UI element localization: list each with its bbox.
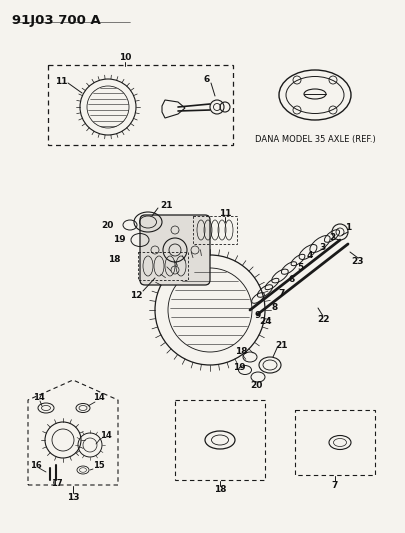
Text: 24: 24 bbox=[260, 318, 272, 327]
FancyBboxPatch shape bbox=[140, 215, 210, 285]
Text: 1: 1 bbox=[345, 223, 351, 232]
Text: 20: 20 bbox=[102, 222, 114, 230]
Text: 3: 3 bbox=[319, 244, 325, 253]
Text: 6: 6 bbox=[204, 76, 210, 85]
Bar bbox=[295, 410, 375, 475]
Text: 14: 14 bbox=[100, 431, 112, 440]
Text: 2: 2 bbox=[329, 233, 335, 243]
Text: 9: 9 bbox=[255, 311, 261, 319]
Text: 22: 22 bbox=[317, 316, 329, 325]
Text: 18: 18 bbox=[109, 255, 121, 264]
Text: 11: 11 bbox=[219, 208, 231, 217]
Text: 23: 23 bbox=[352, 257, 364, 266]
Text: 14: 14 bbox=[93, 393, 105, 402]
Text: 20: 20 bbox=[250, 381, 262, 390]
Text: 7: 7 bbox=[279, 289, 285, 298]
Text: 14: 14 bbox=[33, 393, 45, 402]
Text: 12: 12 bbox=[130, 290, 143, 300]
Bar bbox=[48, 65, 233, 145]
Text: DANA MODEL 35 AXLE (REF.): DANA MODEL 35 AXLE (REF.) bbox=[255, 135, 375, 144]
Text: 19: 19 bbox=[233, 362, 245, 372]
Bar bbox=[175, 400, 265, 480]
Text: 10: 10 bbox=[119, 53, 131, 62]
Text: 17: 17 bbox=[51, 479, 63, 488]
Text: 16: 16 bbox=[30, 462, 42, 471]
Bar bbox=[193, 216, 237, 244]
Text: 5: 5 bbox=[297, 263, 303, 272]
Text: 21: 21 bbox=[160, 200, 173, 209]
Text: 11: 11 bbox=[55, 77, 68, 86]
Bar bbox=[138, 252, 188, 280]
Text: 15: 15 bbox=[93, 461, 105, 470]
Text: 7: 7 bbox=[332, 481, 338, 489]
Text: 19: 19 bbox=[113, 236, 126, 245]
Text: 4: 4 bbox=[307, 251, 313, 260]
Text: 21: 21 bbox=[275, 341, 288, 350]
Text: 18: 18 bbox=[235, 346, 247, 356]
Text: 6: 6 bbox=[289, 276, 295, 285]
Text: 91J03 700 A: 91J03 700 A bbox=[12, 14, 101, 27]
Text: 18: 18 bbox=[214, 486, 226, 495]
Text: 8: 8 bbox=[272, 303, 278, 312]
Text: 13: 13 bbox=[67, 492, 79, 502]
